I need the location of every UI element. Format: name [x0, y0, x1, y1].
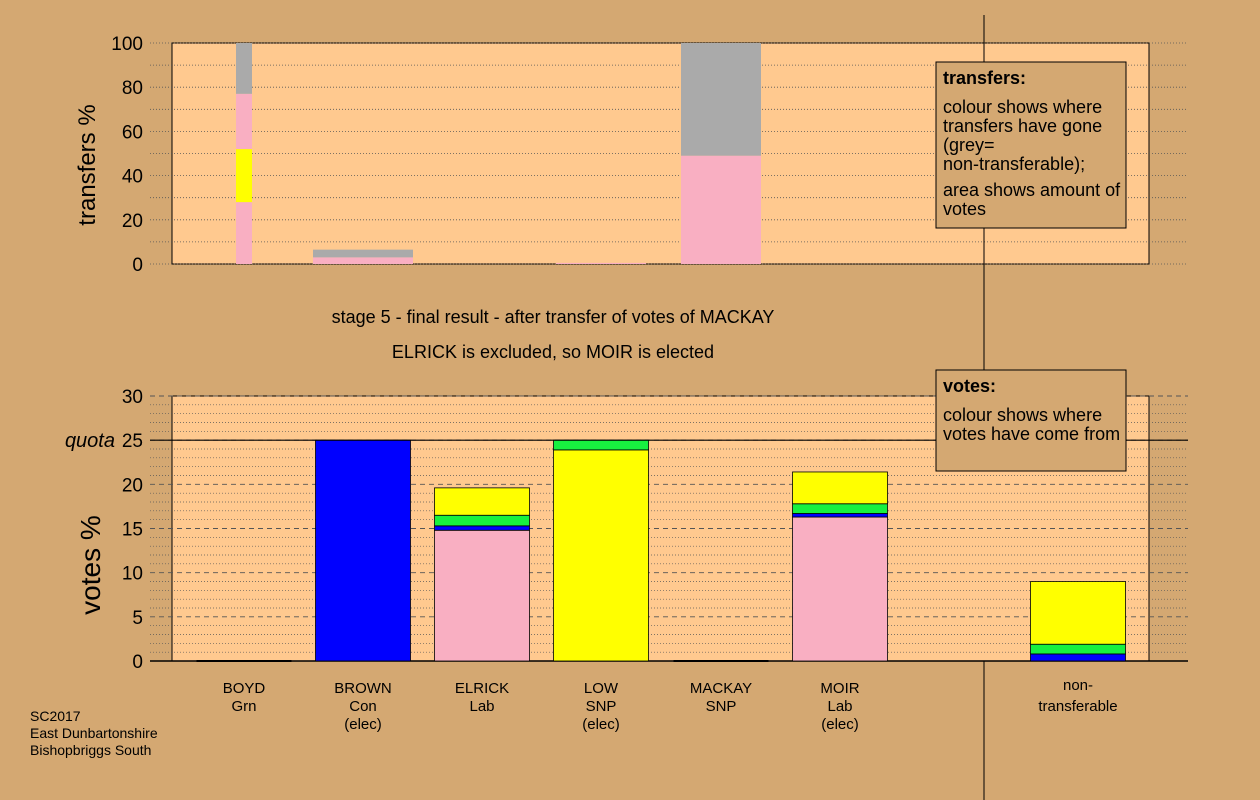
votes-bar-segment [434, 525, 530, 531]
transfer-bar-segment [313, 249, 413, 258]
transfers-y-tick-label: 20 [122, 211, 143, 232]
votes-y-tick-label: 25 [122, 431, 143, 452]
candidate-status: (elec) [582, 716, 620, 733]
votes-bar-segment [792, 513, 888, 518]
transfer-bar-segment [556, 262, 646, 264]
candidate-party: Lab [469, 698, 494, 715]
transfers-y-tick-label: 80 [122, 78, 143, 99]
transfers-y-tick-label: 0 [132, 255, 143, 276]
transfers-legend-box: transfers: colour shows where transfers h… [935, 61, 1127, 229]
stage-title: stage 5 - final result - after transfer … [332, 307, 775, 327]
transfers-y-tick-label: 100 [111, 34, 143, 55]
candidate-party: SNP [586, 698, 617, 715]
votes-bar-segment [1030, 643, 1126, 655]
candidate-party: Con [349, 698, 377, 715]
votes-y-tick-label: 0 [132, 652, 143, 673]
votes-bar-segment [553, 439, 649, 451]
transfer-bar-segment [236, 149, 252, 203]
votes-bar-segment [1030, 653, 1126, 662]
candidate-name: MACKAY [690, 680, 752, 697]
votes-bar-segment [792, 471, 888, 505]
candidate-name: LOW [584, 680, 619, 697]
nontransferable-label: transferable [1038, 698, 1117, 715]
transfers-y-tick-label: 40 [122, 167, 143, 188]
stage-subtitle: ELRICK is excluded, so MOIR is elected [392, 342, 714, 362]
footer-line1: SC2017 [30, 708, 81, 724]
votes-bar-segment [792, 516, 888, 662]
votes-bar-segment [434, 529, 530, 662]
transfers-y-tick-label: 60 [122, 122, 143, 143]
votes-y-tick-label: 20 [122, 475, 143, 496]
votes-bar-segment [1030, 581, 1126, 645]
candidate-name: MOIR [820, 680, 859, 697]
candidate-name: BOYD [223, 680, 266, 697]
votes-bar-segment [792, 503, 888, 514]
votes-bar-segment [434, 487, 530, 516]
candidate-status: (elec) [821, 716, 859, 733]
candidate-party: Grn [231, 698, 256, 715]
transfer-bar-segment [236, 202, 252, 264]
votes-y-tick-label: 10 [122, 564, 143, 585]
transfers-legend-line1: colour shows where transfers have gone (gr… [943, 97, 1102, 174]
transfers-legend-title: transfers: [943, 68, 1026, 88]
footer-line2: East Dunbartonshire [30, 725, 158, 741]
transfers-bars [236, 43, 761, 264]
transfer-bar-segment [681, 155, 761, 264]
votes-legend-frame [935, 369, 1127, 472]
candidate-name: ELRICK [455, 680, 509, 697]
transfer-bar-segment [236, 93, 252, 150]
votes-bars [196, 439, 1126, 662]
votes-legend-box: votes: colour shows where votes have come… [935, 369, 1127, 472]
quota-label: quota [65, 430, 115, 452]
votes-y-tick-label: 5 [132, 608, 143, 629]
nontransferable-label: non- [1063, 677, 1093, 694]
transfer-bar-segment [313, 257, 413, 264]
candidate-party: Lab [827, 698, 852, 715]
transfers-y-axis-title: transfers % [74, 104, 101, 225]
footer-line3: Bishopbriggs South [30, 742, 151, 758]
transfers-y-ticks: 0 20 40 60 80 100 [111, 34, 143, 276]
votes-y-tick-label: 30 [122, 387, 143, 408]
transfer-bar-segment [681, 43, 761, 156]
candidate-labels: BOYDGrnBROWNCon(elec)ELRICKLabLOWSNP(ele… [223, 677, 1118, 733]
votes-y-axis-title: votes % [75, 515, 106, 615]
candidate-name: BROWN [334, 680, 392, 697]
transfers-legend-line2: area shows amount of votes [943, 180, 1121, 219]
candidate-status: (elec) [344, 716, 382, 733]
candidate-party: SNP [706, 698, 737, 715]
votes-bar-segment [553, 449, 649, 662]
votes-bar-segment [434, 514, 530, 527]
votes-bar-segment [315, 439, 411, 662]
votes-legend-title: votes: [943, 376, 996, 396]
votes-y-tick-label: 15 [122, 520, 143, 541]
footer: SC2017 East Dunbartonshire Bishopbriggs … [30, 708, 158, 758]
votes-legend-line1: colour shows where votes have come from [943, 405, 1120, 444]
votes-y-ticks: 0 5 10 15 20 25 30 [122, 387, 143, 673]
transfers-legend-frame [935, 61, 1127, 229]
transfer-bar-segment [236, 43, 252, 94]
